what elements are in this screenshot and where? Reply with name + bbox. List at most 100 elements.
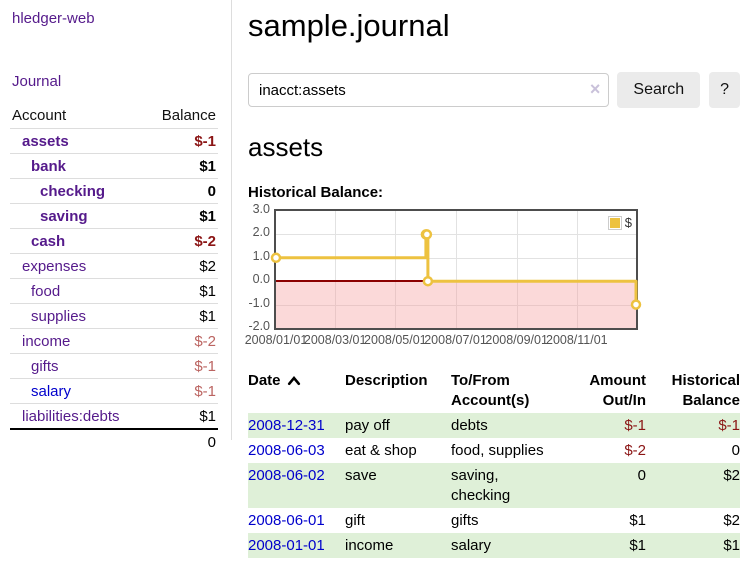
account-link-income[interactable]: income (22, 332, 71, 350)
transaction-balance: 0 (731, 441, 740, 459)
data-point-marker (421, 229, 433, 240)
account-link-expenses[interactable]: expenses (22, 257, 87, 275)
chart-title: Historical Balance: (248, 184, 384, 201)
account-row: supplies $1 (10, 303, 218, 329)
y-axis-tick-label: 2.0 (252, 225, 270, 240)
account-link-checking[interactable]: checking (40, 182, 106, 200)
register-header-amount: Amount Out/In (589, 372, 646, 409)
register-header-date[interactable]: Date (248, 369, 345, 413)
data-point-marker (270, 252, 282, 264)
legend-swatch (607, 215, 622, 230)
accounts-total-row: 0 (10, 428, 218, 454)
transaction-description: eat & shop (345, 441, 417, 459)
account-link-gifts[interactable]: gifts (31, 357, 59, 375)
gridline (335, 211, 337, 328)
account-link-supplies[interactable]: supplies (31, 307, 87, 325)
account-row: saving $1 (10, 203, 218, 229)
account-row: salary $-1 (10, 378, 218, 404)
account-row: income $-2 (10, 328, 218, 354)
transaction-date-link[interactable]: 2008-06-02 (248, 466, 325, 484)
transaction-description: income (345, 536, 394, 554)
account-link-liabilities-debts[interactable]: liabilities:debts (22, 407, 120, 425)
account-row: liabilities:debts $1 (10, 403, 218, 429)
account-balance: $2 (145, 253, 218, 279)
account-link-bank[interactable]: bank (31, 157, 67, 175)
y-axis-tick-label: 3.0 (252, 202, 270, 216)
series-line (270, 229, 642, 310)
account-link-cash[interactable]: cash (31, 232, 66, 250)
search-bar: × Search ? (248, 72, 740, 108)
y-axis-tick-label: -2.0 (248, 319, 270, 333)
account-link-assets[interactable]: assets (22, 132, 69, 150)
account-balance: $-1 (145, 378, 218, 404)
transaction-amount: $-2 (624, 441, 646, 459)
x-axis-tick-label: 2008/01/01 (244, 333, 308, 347)
transaction-accounts: salary (451, 536, 492, 554)
chart-legend: $ (607, 215, 632, 230)
account-heading: assets (248, 132, 324, 162)
transaction-description: save (345, 466, 377, 484)
account-balance: $1 (145, 303, 218, 329)
gridline (455, 211, 457, 328)
search-button[interactable]: Search (617, 72, 701, 108)
chart-plot-area: $ (270, 209, 642, 330)
sidebar-item-journal[interactable]: Journal (12, 73, 62, 90)
account-balance: $-2 (145, 228, 218, 254)
legend-label: $ (624, 215, 632, 230)
gridline (276, 304, 636, 306)
transaction-accounts: gifts (451, 511, 479, 529)
x-axis-tick-label: 2008/07/01 (424, 333, 487, 347)
register-header-accounts: To/From Account(s) (451, 372, 530, 409)
transaction-date-link[interactable]: 2008-06-03 (248, 441, 325, 459)
register-row: 2008-01-01 income salary $1 $1 (248, 533, 740, 558)
sidebar: hledger-web Journal Account Balance asse… (0, 0, 232, 454)
transaction-date-link[interactable]: 2008-12-31 (248, 416, 325, 434)
register-header-balance: Historical Balance (671, 372, 740, 409)
search-input[interactable] (248, 73, 610, 107)
brand-link[interactable]: hledger-web (12, 10, 95, 27)
account-balance: $-1 (145, 128, 218, 154)
sort-asc-icon (287, 375, 300, 386)
help-button[interactable]: ? (709, 72, 740, 108)
register-header-description: Description (345, 372, 428, 389)
accounts-header-account: Account (12, 107, 67, 124)
account-row: expenses $2 (10, 253, 218, 279)
transaction-accounts: food, supplies (451, 441, 544, 459)
transaction-description: pay off (345, 416, 390, 434)
transaction-amount: $-1 (624, 416, 646, 434)
y-axis-tick-label: 1.0 (252, 248, 270, 263)
register-row: 2008-06-03 eat & shop food, supplies $-2 0 (248, 438, 740, 463)
account-link-salary[interactable]: salary (31, 382, 72, 400)
register-row: 2008-12-31 pay off debts $-1 $-1 (248, 413, 740, 438)
transaction-date-link[interactable]: 2008-01-01 (248, 536, 325, 554)
transaction-amount: $1 (629, 536, 646, 554)
account-row: assets $-1 (10, 128, 218, 154)
account-row: checking 0 (10, 178, 218, 204)
transaction-amount: 0 (637, 466, 646, 484)
transaction-amount: $1 (629, 511, 646, 529)
transaction-date-link[interactable]: 2008-06-01 (248, 511, 325, 529)
accounts-header-balance: Balance (161, 107, 216, 124)
gridline (276, 257, 636, 259)
transaction-accounts: debts (451, 416, 488, 434)
account-row: gifts $-1 (10, 353, 218, 379)
account-link-saving[interactable]: saving (40, 207, 88, 225)
main-content: sample.journal × Search ? assets Histori… (244, 0, 740, 558)
gridline (516, 211, 518, 328)
data-point-marker (630, 299, 642, 310)
account-balance: 0 (145, 178, 218, 204)
account-balance: $1 (145, 403, 218, 429)
historical-balance-chart: $3.0 2.0 1.0 0.0 -1.0 -2.0 2008/01/01 2008/03/0… (244, 202, 740, 349)
transaction-balance: $-1 (718, 416, 740, 434)
account-row: bank $1 (10, 153, 218, 179)
account-row: cash $-2 (10, 228, 218, 254)
app-window: hledger-web Journal Account Balance asse… (0, 0, 740, 558)
account-balance: $1 (145, 153, 218, 179)
y-axis-tick-label: 0.0 (252, 272, 270, 287)
y-axis-tick-label: -1.0 (248, 295, 270, 310)
account-link-food[interactable]: food (31, 282, 61, 300)
register-table: Date Description To/From Account(s) Amou… (248, 369, 740, 558)
account-balance: $-1 (145, 353, 218, 379)
page-title: sample.journal (248, 8, 450, 43)
clear-search-icon[interactable]: × (589, 79, 601, 99)
